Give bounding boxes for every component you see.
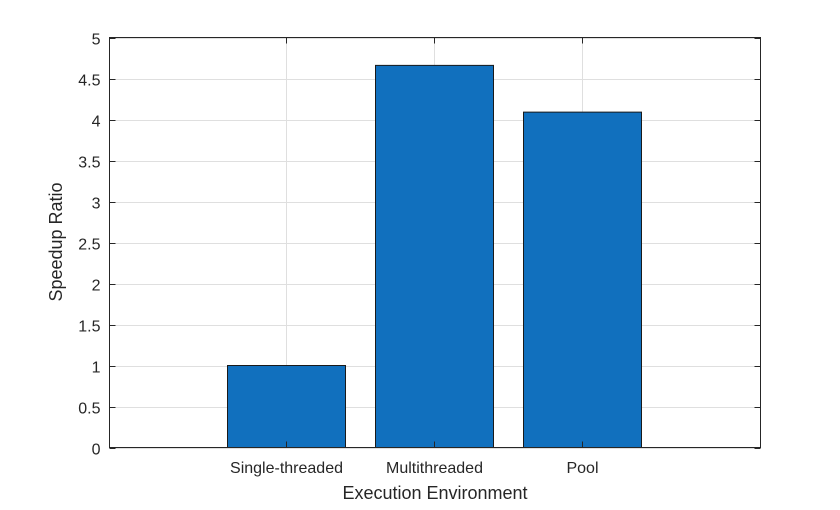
y-axis-label: Speedup Ratio: [46, 182, 66, 301]
y-tick-label: 0: [92, 442, 101, 459]
y-tick-label: 1: [92, 360, 101, 377]
y-tick-label: 0.5: [78, 401, 100, 418]
y-tick-label: 1.5: [78, 319, 100, 336]
x-tick-label: Single-threaded: [230, 460, 343, 477]
bar-multithreaded: [375, 64, 494, 448]
bar-pool: [523, 111, 642, 449]
x-tick-label: Pool: [566, 460, 598, 477]
x-tick-label: Multithreaded: [386, 460, 483, 477]
y-tick-label: 2.5: [78, 237, 100, 254]
y-tick-label: 2: [92, 278, 101, 295]
y-tick-label: 3.5: [78, 155, 100, 172]
y-tick-label: 5: [92, 32, 101, 49]
bar-single-threaded: [227, 365, 346, 448]
bars: [227, 64, 642, 449]
ticks: 0 0.5 1 1.5 2 2.5 3 3.5 4 4.5 5 Single-threaded Mult…: [78, 32, 761, 477]
x-axis-label: Execution Environment: [342, 483, 527, 503]
y-tick-label: 3: [92, 196, 101, 213]
y-tick-label: 4: [92, 114, 101, 131]
y-tick-label: 4.5: [78, 73, 100, 90]
